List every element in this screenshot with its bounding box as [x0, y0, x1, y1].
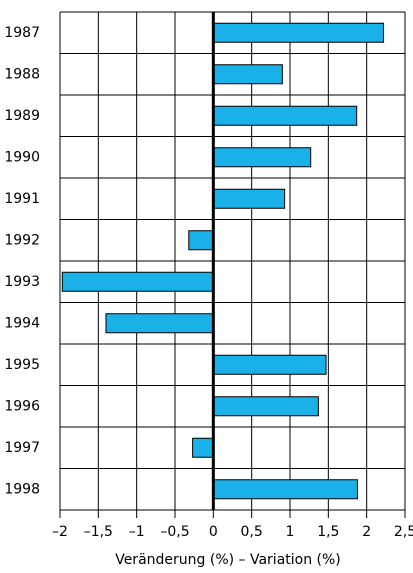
x-tick-label: –1,5 [84, 524, 113, 540]
x-tick-label: 1 [286, 524, 295, 540]
x-tick-label: 0 [209, 524, 218, 540]
y-tick-label: 1995 [4, 357, 40, 373]
y-tick-label: 1988 [4, 66, 40, 82]
bar [61, 271, 214, 292]
x-tick-label: –2 [52, 524, 68, 540]
bar [212, 105, 358, 126]
y-tick-label: 1989 [4, 108, 40, 124]
bar [212, 147, 312, 168]
x-tick-label: –0,5 [160, 524, 189, 540]
y-tick-label: 1987 [4, 25, 40, 41]
bar [188, 230, 214, 251]
x-tick-label: –1 [129, 524, 145, 540]
x-tick-label: 1,5 [317, 524, 339, 540]
x-axis-label: Veränderung (%) – Variation (%) [115, 552, 341, 568]
y-tick-label: 1994 [4, 315, 40, 331]
x-tick-label: 2 [362, 524, 371, 540]
bar [212, 22, 385, 43]
y-tick-label: 1993 [4, 274, 40, 290]
y-tick-label: 1992 [4, 232, 40, 248]
y-tick-label: 1997 [4, 440, 40, 456]
bar [105, 313, 214, 334]
bar [212, 354, 327, 375]
x-tick-label: 0,5 [241, 524, 263, 540]
bar [212, 396, 319, 417]
y-tick-label: 1990 [4, 149, 40, 165]
y-tick-label: 1991 [4, 191, 40, 207]
x-tick-label: 2,5 [394, 524, 413, 540]
bar [212, 188, 286, 209]
bar [212, 479, 358, 500]
y-tick-label: 1996 [4, 398, 40, 414]
bar [212, 64, 283, 85]
bar [192, 437, 214, 458]
y-tick-label: 1998 [4, 481, 40, 497]
